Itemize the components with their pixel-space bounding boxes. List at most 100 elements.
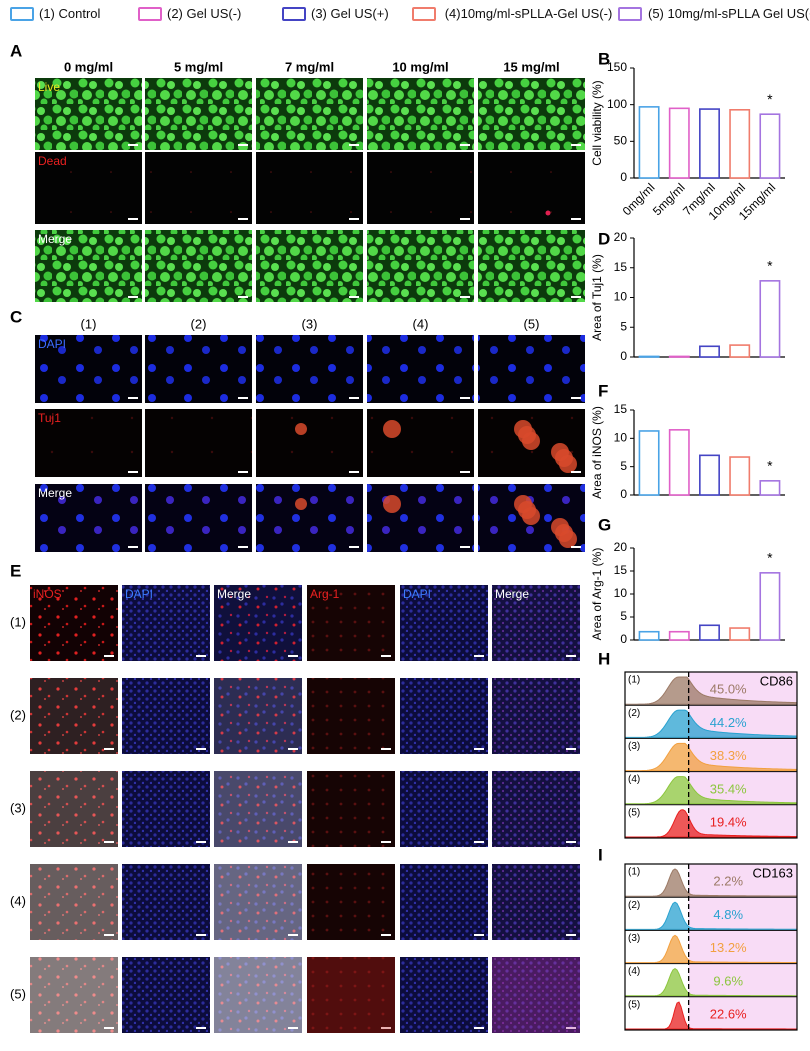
micrograph bbox=[492, 864, 580, 940]
histogram bbox=[625, 868, 798, 897]
neuron bbox=[383, 495, 401, 513]
image-label: DAPI bbox=[125, 587, 153, 601]
bar bbox=[759, 572, 781, 641]
percentage: 13.2% bbox=[710, 940, 747, 955]
micrograph bbox=[145, 335, 252, 403]
legend-item: (1) Control bbox=[10, 6, 100, 22]
micrograph bbox=[367, 152, 474, 224]
image-label: Merge bbox=[38, 486, 72, 500]
column-header: 0 mg/ml bbox=[64, 59, 113, 74]
legend-swatch bbox=[282, 7, 306, 21]
micrograph bbox=[492, 678, 580, 754]
image-label: iNOS bbox=[33, 587, 62, 601]
micrograph bbox=[30, 678, 118, 754]
micrograph bbox=[367, 230, 474, 302]
image-label: DAPI bbox=[403, 587, 431, 601]
histogram bbox=[625, 901, 798, 930]
panel-label: I bbox=[598, 845, 603, 864]
percentage: 35.4% bbox=[710, 781, 747, 796]
micrograph bbox=[400, 864, 488, 940]
neuron bbox=[559, 455, 577, 473]
image-label: DAPI bbox=[38, 337, 66, 351]
micrograph bbox=[478, 152, 585, 224]
neuron bbox=[522, 432, 540, 450]
micrograph-overlay bbox=[307, 957, 395, 1033]
row-label: (5) bbox=[628, 999, 640, 1010]
micrograph bbox=[307, 585, 395, 661]
column-header: 7 mg/ml bbox=[285, 59, 334, 74]
micrograph bbox=[492, 957, 580, 1033]
micrograph-overlay bbox=[492, 957, 580, 1033]
micrograph bbox=[307, 957, 395, 1033]
histogram bbox=[625, 809, 798, 838]
micrograph bbox=[122, 864, 210, 940]
micrograph bbox=[214, 678, 302, 754]
marker-label: CD163 bbox=[753, 865, 793, 880]
y-tick-label: 5 bbox=[620, 319, 627, 333]
bar bbox=[668, 355, 690, 358]
legend-item: (3) Gel US(+) bbox=[282, 6, 389, 22]
legend-item: (4)10mg/ml-sPLLA-Gel US(-) bbox=[412, 6, 616, 22]
bar bbox=[759, 280, 781, 358]
micrograph bbox=[367, 335, 474, 403]
panel-label: D bbox=[598, 229, 610, 248]
column-header: 5 mg/ml bbox=[174, 59, 223, 74]
row-label: (4) bbox=[628, 774, 640, 785]
panel-label: C bbox=[10, 307, 22, 326]
plot-frame bbox=[624, 863, 798, 1031]
percentage: 38.3% bbox=[710, 748, 747, 763]
bar bbox=[729, 109, 751, 179]
micrograph bbox=[214, 864, 302, 940]
micrograph bbox=[307, 771, 395, 847]
significance-mark: * bbox=[767, 550, 773, 566]
legend-item: (2) Gel US(-) bbox=[138, 6, 241, 22]
bar bbox=[668, 429, 690, 496]
micrograph bbox=[256, 409, 363, 477]
column-header: (2) bbox=[191, 316, 207, 331]
y-tick-label: 15 bbox=[614, 260, 628, 274]
row-label: (3) bbox=[10, 800, 26, 815]
micrograph bbox=[367, 78, 474, 150]
significance-mark: * bbox=[767, 258, 773, 274]
y-tick-label: 150 bbox=[607, 60, 627, 74]
bar bbox=[668, 630, 690, 641]
y-tick-label: 20 bbox=[614, 230, 628, 244]
micrograph bbox=[145, 230, 252, 302]
significance-mark: * bbox=[767, 458, 773, 474]
micrograph bbox=[256, 335, 363, 403]
micrograph bbox=[367, 409, 474, 477]
micrograph bbox=[145, 409, 252, 477]
y-tick-label: 15 bbox=[614, 402, 628, 416]
micrograph bbox=[122, 957, 210, 1033]
marker-label: CD86 bbox=[760, 673, 793, 688]
image-label: Live bbox=[38, 80, 60, 94]
micrograph bbox=[256, 484, 363, 552]
micrograph bbox=[35, 152, 142, 224]
panel-label: B bbox=[598, 49, 610, 68]
y-tick-label: 10 bbox=[614, 290, 628, 304]
percentage: 4.8% bbox=[713, 907, 743, 922]
y-tick-label: 100 bbox=[607, 97, 627, 111]
micrograph bbox=[400, 678, 488, 754]
bar bbox=[699, 345, 720, 358]
panel-label: H bbox=[598, 649, 610, 668]
micrograph bbox=[122, 678, 210, 754]
micrograph bbox=[478, 335, 585, 403]
column-header: (1) bbox=[81, 316, 97, 331]
row-label: (3) bbox=[628, 933, 640, 944]
micrograph bbox=[400, 585, 488, 661]
neuron bbox=[522, 507, 540, 525]
legend-swatch bbox=[412, 7, 436, 21]
y-tick-label: 0 bbox=[620, 170, 627, 184]
panel-label: F bbox=[598, 381, 608, 400]
bar bbox=[699, 454, 720, 496]
y-axis-label: Area of iNOS (%) bbox=[590, 406, 604, 499]
percentage: 22.6% bbox=[710, 1006, 747, 1021]
histogram bbox=[625, 934, 798, 964]
histogram bbox=[625, 776, 798, 805]
histogram bbox=[625, 1001, 798, 1030]
image-label: Tuj1 bbox=[38, 411, 61, 425]
x-tick-label: 0mg/ml bbox=[620, 180, 658, 218]
image-label: Merge bbox=[38, 232, 72, 246]
histogram bbox=[625, 676, 798, 705]
